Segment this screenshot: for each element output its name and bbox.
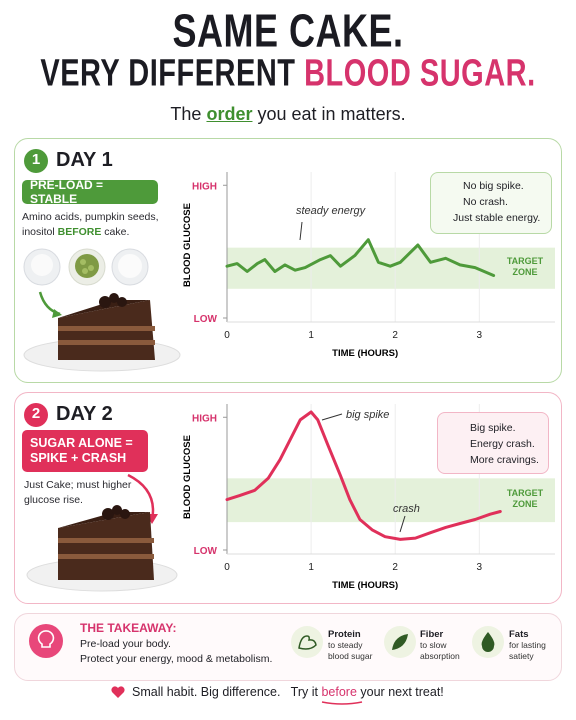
takeaway-panel — [14, 613, 562, 681]
x-axis-label: TIME (HOURS) — [332, 580, 398, 591]
title-line: VERY DIFFERENT BLOOD SUGAR. — [0, 53, 576, 96]
subtitle-part: you eat in matters. — [257, 104, 406, 124]
drop-shape — [481, 632, 495, 652]
subtitle-highlight: order — [206, 104, 253, 124]
callout: Big spike. Energy crash. More cravings. — [437, 412, 549, 474]
takeaway-line: Pre-load your body. — [80, 638, 171, 650]
day-number: 1 — [31, 151, 41, 168]
item-desc: for lasting satiety — [509, 640, 546, 661]
x-tick-label: 3 — [477, 330, 483, 341]
takeaway-item: Fiber to slow absorption — [420, 629, 470, 662]
heart-icon — [111, 686, 125, 698]
item-desc: to steady blood sugar — [328, 640, 373, 661]
y-tick-label: LOW — [194, 314, 218, 325]
x-tick-label: 1 — [308, 562, 314, 573]
x-axis-label: TIME (HOURS) — [332, 348, 398, 359]
badge: SUGAR ALONE = SPIKE + CRASH — [22, 430, 148, 472]
annotation: crash — [393, 503, 420, 515]
bulb-shape — [37, 630, 55, 648]
target-zone-label: TARGET ZONE — [506, 488, 544, 510]
subtitle-part: The — [170, 104, 202, 124]
data-line — [225, 410, 502, 541]
annotation: steady energy — [296, 205, 367, 217]
target-zone — [227, 478, 555, 523]
title-part: VERY DIFFERENT — [40, 53, 296, 95]
desc-highlight: BEFORE — [57, 226, 102, 238]
item-title: Fats — [509, 629, 529, 640]
leaf-shape — [392, 634, 408, 650]
badge: PRE-LOAD = STABLE — [22, 178, 158, 206]
annotation-arrow — [321, 413, 343, 421]
x-tick-label: 1 — [308, 330, 314, 341]
day-title: DAY 1 — [56, 149, 113, 171]
x-tick-label: 2 — [392, 330, 398, 341]
day1-panel — [14, 138, 562, 383]
protein-icon — [291, 626, 323, 658]
callout-line: No big spike. — [463, 180, 524, 192]
callout-line: Just stable energy. — [453, 212, 541, 224]
desc-part: cake. — [104, 226, 130, 238]
day-number-circle — [24, 403, 48, 427]
annotation-arrow — [399, 515, 406, 533]
footer-highlight: before — [321, 685, 357, 699]
subtitle: The order you eat in matters. — [0, 104, 576, 125]
cake-illustration — [23, 293, 181, 372]
takeaway-item: Protein to steady blood sugar — [328, 629, 382, 662]
day-title: DAY 2 — [56, 403, 113, 425]
x-tick-label: 0 — [224, 330, 230, 341]
ingredient-bowls — [23, 248, 149, 286]
x-tick-label: 0 — [224, 562, 230, 573]
takeaway-text: Pre-load your body. Protect your energy,… — [80, 637, 272, 667]
description: Just Cake; must higher glucose rise. — [24, 479, 132, 506]
desc-part: Amino acids, pumpkin seeds, inositol — [22, 211, 159, 238]
item-title: Protein — [328, 629, 361, 640]
data-line — [225, 238, 496, 277]
x-tick-label: 2 — [392, 562, 398, 573]
takeaway-heading: THE TAKEAWAY: — [80, 621, 177, 635]
y-tick-label: LOW — [194, 546, 218, 557]
title-highlight: BLOOD SUGAR. — [304, 53, 536, 95]
callout-line: No crash. — [463, 196, 508, 208]
footer-part: your next treat! — [360, 685, 444, 699]
callout-line: Big spike. — [470, 422, 516, 434]
annotation-arrow — [299, 221, 303, 241]
day-number: 2 — [31, 405, 41, 422]
callout-line: Energy crash. — [470, 438, 535, 450]
day-number-circle — [24, 149, 48, 173]
callout: No big spike. No crash. Just stable ener… — [430, 172, 552, 234]
description: Amino acids, pumpkin seeds, inositol BEF… — [22, 210, 172, 240]
item-desc: to slow absorption — [420, 640, 460, 661]
annotation: big spike — [346, 409, 389, 421]
callout-line: More cravings. — [470, 454, 539, 466]
underline — [321, 701, 363, 705]
arrow-head — [52, 309, 62, 318]
y-axis-label: BLOOD GLUCOSE — [182, 203, 193, 287]
y-tick-label: HIGH — [192, 181, 217, 192]
footer: Small habit. Big difference. Try it befo… — [132, 685, 444, 699]
title-line: SAME CAKE. — [172, 3, 404, 57]
target-zone-label: TARGET ZONE — [506, 256, 544, 278]
muscle-shape — [298, 635, 317, 650]
takeaway-item: Fats for lasting satiety — [509, 629, 555, 662]
y-tick-label: HIGH — [192, 413, 217, 424]
day2-panel — [14, 392, 562, 604]
arrow — [38, 291, 61, 316]
footer-part: Small habit. Big difference. — [132, 685, 281, 699]
item-title: Fiber — [420, 629, 444, 640]
footer-part: Try it — [290, 685, 318, 699]
cake-illustration — [26, 505, 178, 592]
bulb-icon — [29, 624, 63, 658]
takeaway-line: Protect your energy, mood & metabolism. — [80, 653, 273, 665]
y-axis-label: BLOOD GLUCOSE — [182, 435, 193, 519]
x-tick-label: 3 — [477, 562, 483, 573]
